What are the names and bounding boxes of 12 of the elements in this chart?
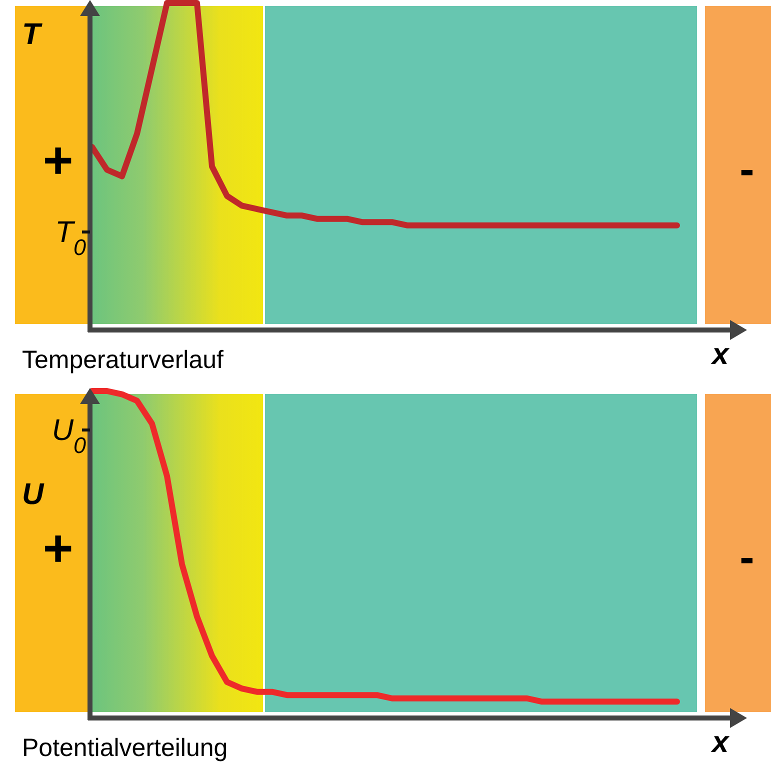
annotation: T$_{0}$ <box>55 216 86 260</box>
annotation: U$_{0}$ <box>52 414 86 458</box>
x-axis-title: x <box>710 338 730 371</box>
text: Potentialverteilung <box>22 734 228 762</box>
y-axis-title: T <box>22 18 43 51</box>
y-axis-title: U <box>22 478 45 511</box>
text: - <box>740 533 754 582</box>
text: - <box>740 145 754 194</box>
x-axis-title: x <box>710 726 730 759</box>
text: + <box>42 520 74 578</box>
text: + <box>42 132 74 190</box>
text: Temperaturverlauf <box>22 346 224 374</box>
